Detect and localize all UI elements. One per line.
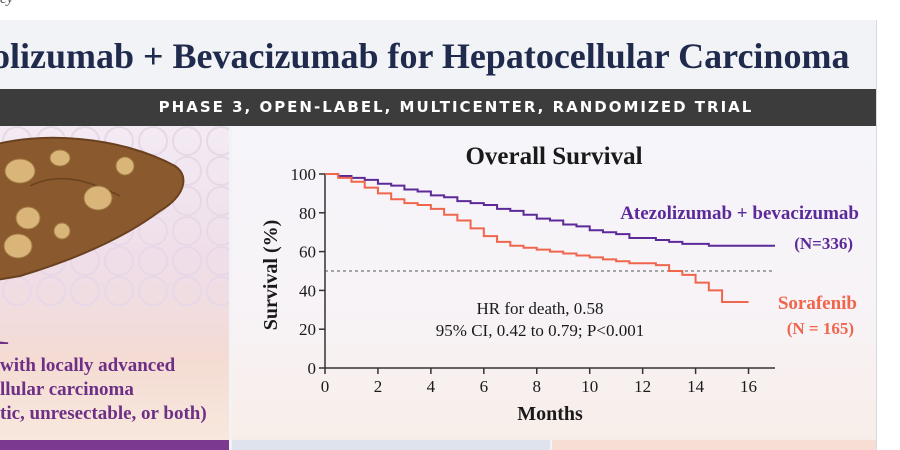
x-tick-label: 12 xyxy=(634,377,651,396)
population-panel: 1 with locally advanced llular carcinoma… xyxy=(0,126,229,440)
overall-survival-chart: Overall Survival Survival (%) Months 020… xyxy=(260,143,859,425)
y-tick-label: 20 xyxy=(299,320,316,339)
x-tick-label: 10 xyxy=(581,377,598,396)
y-tick-label: 60 xyxy=(299,243,316,262)
y-tick-label: 100 xyxy=(291,165,317,184)
bottom-strip-right xyxy=(552,440,876,450)
x-tick-label: 0 xyxy=(321,377,330,396)
x-tick-label: 4 xyxy=(427,377,436,396)
legend-label-sorafenib: Sorafenib xyxy=(778,293,857,314)
trial-banner: PHASE 3, OPEN-LABEL, MULTICENTER, RANDOM… xyxy=(0,89,876,126)
x-tick-label: 2 xyxy=(374,377,383,396)
chart-title: Overall Survival xyxy=(465,143,642,170)
bottom-strip-middle xyxy=(232,440,550,450)
bottom-strip-left xyxy=(0,440,229,450)
legend-n-atezolizumab: (N=336) xyxy=(794,234,853,253)
y-tick-label: 40 xyxy=(299,281,316,300)
x-tick-label: 8 xyxy=(533,377,542,396)
y-axis-label: Survival (%) xyxy=(260,220,282,331)
population-line-1: with locally advanced xyxy=(0,355,176,376)
legend-n-sorafenib: (N = 165) xyxy=(787,319,854,338)
chart-series xyxy=(325,173,775,304)
x-tick-label: 6 xyxy=(480,377,489,396)
population-description: with locally advanced llular carcinoma t… xyxy=(0,354,229,426)
x-tick-label: 16 xyxy=(740,377,757,396)
population-count-fragment: 1 xyxy=(0,291,12,355)
x-axis-label: Months xyxy=(517,403,583,425)
liver-illustration xyxy=(0,126,229,306)
legend-label-atezolizumab: Atezolizumab + bevacizumab xyxy=(620,203,859,224)
x-tick-label: 14 xyxy=(687,377,705,396)
hazard-ratio-annotation: HR for death, 0.58 xyxy=(476,299,603,318)
population-line-2: llular carcinoma xyxy=(0,379,134,400)
y-tick-label: 80 xyxy=(299,204,316,223)
series-line-sorafenib xyxy=(325,173,749,304)
top-strip xyxy=(0,0,900,12)
page-title: olizumab + Bevacizumab for Hepatocellula… xyxy=(0,36,850,76)
series-line-atezolizumab xyxy=(325,173,775,247)
population-line-3: tic, unresectable, or both) xyxy=(0,403,207,424)
chart-axes: 0 20 40 60 80 100 0 2 4 6 8 10 12 14 16 xyxy=(291,165,775,396)
confidence-interval-annotation: 95% CI, 0.42 to 0.79; P<0.001 xyxy=(436,321,644,340)
top-fragment-text: ey xyxy=(0,0,200,7)
y-tick-label: 0 xyxy=(308,359,317,378)
